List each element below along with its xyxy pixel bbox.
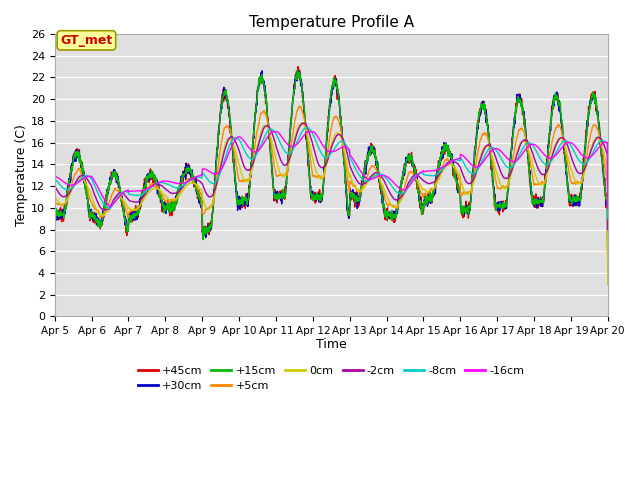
+15cm [348, 190, 355, 195]
+5cm [348, 180, 355, 186]
+5cm [556, 123, 563, 129]
-8cm [556, 144, 563, 150]
+30cm [360, 172, 367, 178]
0cm [205, 206, 212, 212]
+45cm [360, 174, 367, 180]
Text: GT_met: GT_met [60, 34, 113, 47]
-16cm [556, 148, 563, 154]
+5cm [205, 205, 212, 211]
+15cm [571, 198, 579, 204]
+15cm [51, 264, 59, 269]
+30cm [604, 263, 612, 268]
-8cm [360, 177, 367, 183]
+45cm [492, 205, 500, 211]
+30cm [492, 204, 500, 209]
+45cm [348, 193, 355, 199]
Line: -8cm: -8cm [55, 128, 608, 219]
Line: +15cm: +15cm [55, 70, 608, 266]
-2cm [492, 156, 500, 161]
+15cm [205, 224, 212, 230]
-16cm [571, 143, 579, 148]
+45cm [571, 196, 579, 202]
0cm [348, 176, 355, 181]
+45cm [294, 64, 302, 70]
+5cm [297, 103, 305, 109]
-2cm [348, 167, 355, 172]
-8cm [492, 147, 500, 153]
+45cm [205, 232, 212, 238]
-2cm [556, 136, 563, 142]
+15cm [604, 261, 612, 266]
+5cm [571, 180, 579, 186]
0cm [556, 136, 563, 142]
Line: +45cm: +45cm [55, 67, 608, 284]
+45cm [51, 206, 59, 212]
Line: +30cm: +30cm [55, 71, 608, 265]
+15cm [556, 101, 563, 107]
+30cm [258, 68, 266, 74]
+15cm [360, 175, 367, 180]
+45cm [604, 281, 612, 287]
-2cm [571, 163, 579, 168]
-8cm [303, 125, 311, 131]
+15cm [492, 208, 500, 214]
-16cm [604, 205, 612, 211]
-8cm [348, 157, 355, 163]
-16cm [348, 154, 355, 159]
-2cm [360, 181, 367, 187]
-16cm [51, 173, 59, 179]
Line: +5cm: +5cm [55, 106, 608, 284]
+30cm [556, 103, 563, 108]
+30cm [51, 260, 59, 265]
-2cm [604, 227, 612, 232]
0cm [571, 177, 579, 182]
-8cm [604, 216, 612, 222]
-8cm [571, 149, 579, 155]
0cm [51, 193, 59, 199]
Line: 0cm: 0cm [55, 122, 608, 284]
0cm [492, 168, 500, 174]
+30cm [205, 226, 212, 232]
Line: -2cm: -2cm [55, 123, 608, 229]
0cm [298, 120, 306, 125]
-2cm [300, 120, 307, 126]
Y-axis label: Temperature (C): Temperature (C) [15, 124, 28, 226]
-16cm [269, 129, 276, 134]
-2cm [51, 183, 59, 189]
-8cm [51, 176, 59, 182]
-16cm [205, 168, 212, 174]
0cm [360, 185, 367, 191]
+30cm [571, 198, 579, 204]
-16cm [492, 146, 500, 152]
+45cm [556, 98, 563, 104]
+5cm [492, 179, 500, 185]
+15cm [294, 67, 301, 73]
-8cm [205, 178, 212, 184]
X-axis label: Time: Time [316, 337, 347, 350]
+5cm [604, 281, 612, 287]
+5cm [360, 182, 367, 188]
-16cm [360, 172, 367, 178]
+30cm [348, 190, 355, 195]
Title: Temperature Profile A: Temperature Profile A [249, 15, 414, 30]
0cm [604, 281, 612, 287]
Line: -16cm: -16cm [55, 132, 608, 208]
+5cm [51, 200, 59, 205]
Legend: +45cm, +30cm, +15cm, +5cm, 0cm, -2cm, -8cm, -16cm: +45cm, +30cm, +15cm, +5cm, 0cm, -2cm, -8… [133, 361, 529, 396]
-2cm [205, 194, 212, 200]
